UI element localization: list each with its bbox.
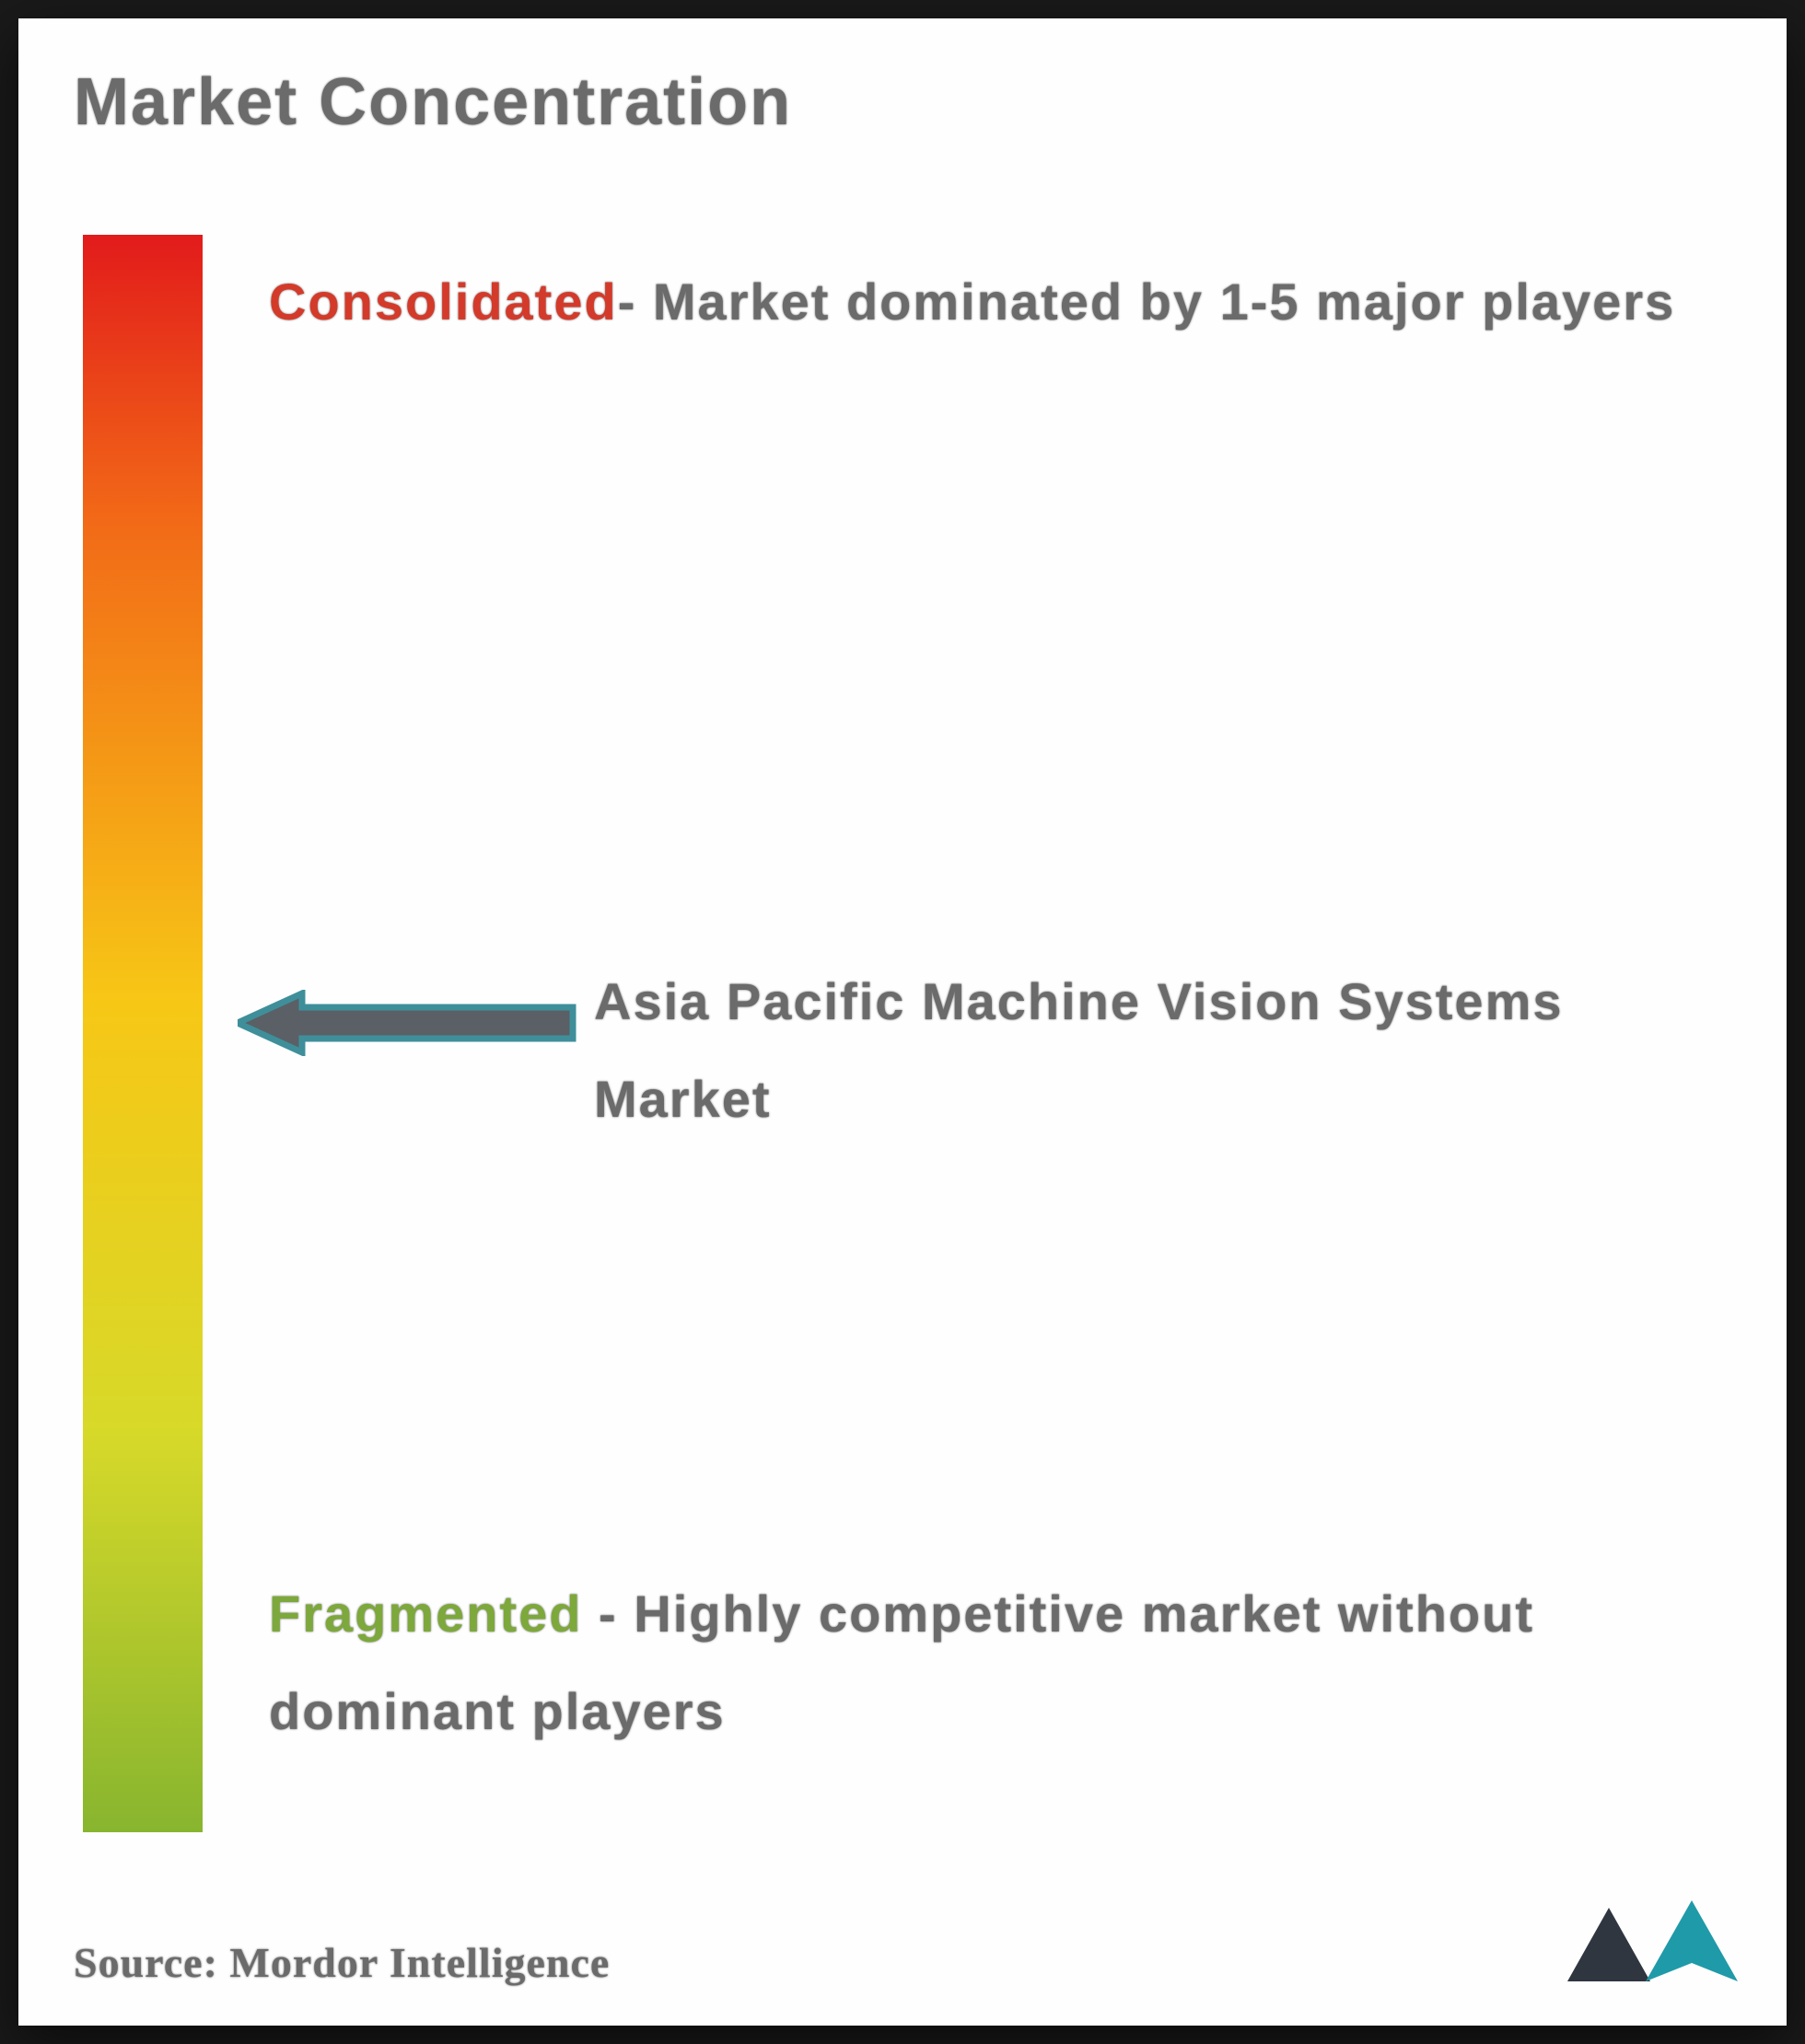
source-name: Mordor Intelligence bbox=[229, 1939, 610, 1986]
fragmented-label: Fragmented - Highly competitive market w… bbox=[269, 1565, 1724, 1761]
concentration-gradient-bar bbox=[83, 235, 203, 1832]
chart-title: Market Concentration bbox=[74, 64, 792, 140]
source-attribution: Source: Mordor Intelligence bbox=[74, 1938, 610, 1987]
market-position-arrow bbox=[238, 990, 576, 1056]
fragmented-keyword: Fragmented bbox=[269, 1585, 583, 1643]
consolidated-keyword: Consolidated bbox=[269, 273, 618, 331]
brand-logo-icon bbox=[1558, 1889, 1742, 1991]
source-prefix: Source: bbox=[74, 1939, 218, 1986]
infographic-card: Market Concentration Consolidated- Marke… bbox=[18, 18, 1787, 2026]
market-name-label: Asia Pacific Machine Vision Systems Mark… bbox=[594, 953, 1727, 1149]
consolidated-label: Consolidated- Market dominated by 1-5 ma… bbox=[269, 253, 1724, 351]
consolidated-description: - Market dominated by 1-5 major players bbox=[618, 273, 1676, 331]
